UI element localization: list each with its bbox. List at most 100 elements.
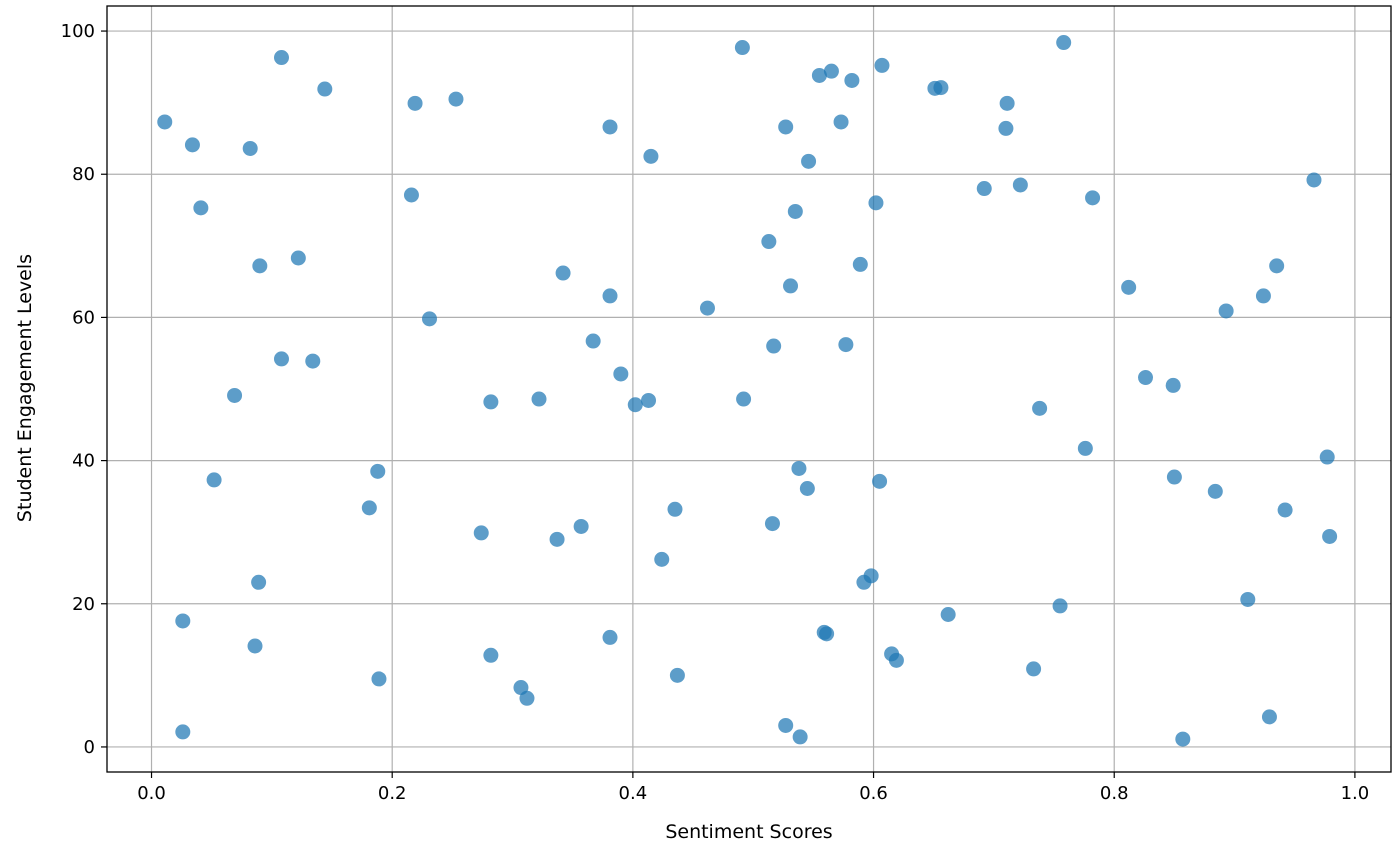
scatter-point <box>667 501 683 517</box>
scatter-point <box>627 397 643 413</box>
scatter-point <box>1026 661 1042 677</box>
scatter-point <box>976 181 992 197</box>
scatter-point <box>175 724 191 740</box>
scatter-point <box>1077 440 1093 456</box>
scatter-point <box>1322 528 1338 544</box>
scatter-point <box>602 288 618 304</box>
grid-lines <box>107 6 1391 772</box>
x-tick-label: 0.0 <box>137 783 166 804</box>
y-tick-label: 0 <box>84 737 95 758</box>
scatter-point <box>852 256 868 272</box>
scatter-point <box>1175 731 1191 747</box>
x-tick-label: 0.4 <box>619 783 648 804</box>
scatter-point <box>643 148 659 164</box>
scatter-point <box>1240 591 1256 607</box>
scatter-point <box>819 626 835 642</box>
y-tick-label: 80 <box>72 164 95 185</box>
scatter-point <box>585 333 601 349</box>
scatter-point <box>791 460 807 476</box>
scatter-point <box>998 120 1014 136</box>
scatter-point <box>531 391 547 407</box>
x-tick-label: 0.2 <box>378 783 407 804</box>
scatter-point <box>290 250 306 266</box>
scatter-point <box>251 574 267 590</box>
scatter-point <box>1277 502 1293 518</box>
scatter-point <box>823 63 839 79</box>
scatter-point <box>602 119 618 135</box>
scatter-point <box>761 234 777 250</box>
scatter-point <box>305 353 321 369</box>
y-tick-label: 20 <box>72 594 95 615</box>
scatter-point <box>641 392 657 408</box>
scatter-point <box>1166 469 1182 485</box>
scatter-point <box>371 671 387 687</box>
x-tick-label: 1.0 <box>1341 783 1370 804</box>
scatter-point <box>573 518 589 534</box>
scatter-point <box>175 613 191 629</box>
scatter-point <box>403 187 419 203</box>
scatter-point <box>247 638 263 654</box>
scatter-point <box>699 300 715 316</box>
scatter-point <box>273 351 289 367</box>
y-tick-label: 60 <box>72 307 95 328</box>
scatter-point <box>736 391 752 407</box>
scatter-point <box>874 57 890 73</box>
data-points <box>157 35 1338 747</box>
y-axis-label: Student Engagement Levels <box>14 254 36 522</box>
scatter-point <box>801 153 817 169</box>
scatter-point <box>613 366 629 382</box>
scatter-point <box>654 551 670 567</box>
y-axis-ticks: 0 20 40 60 80 100 <box>61 21 107 758</box>
scatter-point <box>370 463 386 479</box>
scatter-point <box>1218 303 1234 319</box>
scatter-point <box>157 114 173 130</box>
scatter-point <box>1306 172 1322 188</box>
scatter-point <box>799 481 815 497</box>
scatter-point <box>252 258 268 274</box>
scatter-point <box>863 568 879 584</box>
scatter-point <box>1052 598 1068 614</box>
scatter-point <box>764 516 780 532</box>
plot-frame <box>106 5 1392 773</box>
scatter-point <box>483 647 499 663</box>
scatter-point <box>868 195 884 211</box>
scatter-point <box>833 114 849 130</box>
x-axis-label: Sentiment Scores <box>665 821 832 843</box>
scatter-point <box>792 729 808 745</box>
scatter-point <box>838 337 854 353</box>
scatter-point <box>519 690 535 706</box>
scatter-point <box>734 40 750 56</box>
scatter-point <box>1255 288 1271 304</box>
scatter-point <box>1261 709 1277 725</box>
scatter-point <box>602 629 618 645</box>
scatter-point <box>783 278 799 294</box>
scatter-point <box>778 717 794 733</box>
scatter-point <box>555 265 571 281</box>
scatter-point <box>317 81 333 97</box>
scatter-point <box>483 394 499 410</box>
scatter-point <box>448 91 464 107</box>
scatter-point <box>407 95 423 111</box>
scatter-point <box>1269 258 1285 274</box>
scatter-point <box>473 525 489 541</box>
scatter-point <box>1165 377 1181 393</box>
scatter-point <box>766 338 782 354</box>
scatter-point <box>242 140 258 156</box>
scatter-point <box>888 652 904 668</box>
scatter-point <box>184 137 200 153</box>
scatter-point <box>1319 449 1335 465</box>
scatter-point <box>940 607 956 623</box>
scatter-point <box>872 473 888 489</box>
scatter-point <box>933 80 949 96</box>
scatter-point <box>844 72 860 88</box>
scatter-point <box>227 387 243 403</box>
x-tick-label: 0.8 <box>1100 783 1129 804</box>
scatter-point <box>811 67 827 83</box>
scatter-point <box>999 95 1015 111</box>
scatter-point <box>361 500 377 516</box>
scatter-point <box>1085 190 1101 206</box>
scatter-point <box>1032 400 1048 416</box>
scatter-point <box>206 472 222 488</box>
